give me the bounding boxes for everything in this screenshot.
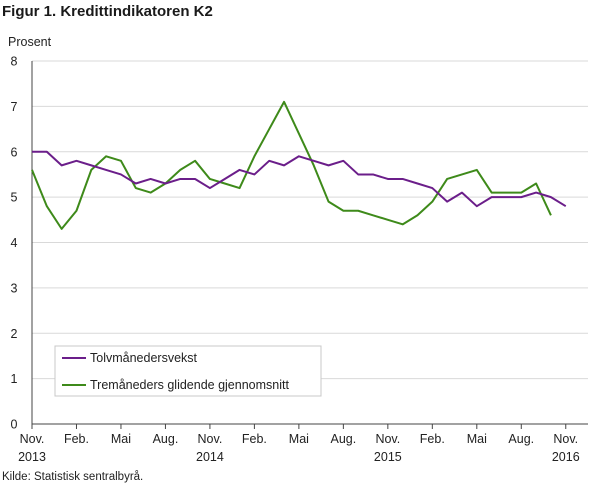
x-tick-label-2: Mai [111,432,131,446]
x-tick-label-9: Feb. [420,432,445,446]
y-tick-label-4: 4 [11,236,18,250]
x-tick-year-8: 2015 [374,450,402,464]
x-tick-label-11: Aug. [508,432,534,446]
y-tick-label-0: 0 [11,418,18,432]
x-tick-label-4: Nov. [198,432,223,446]
y-tick-label-5: 5 [11,191,18,205]
series-line-1 [32,150,567,208]
x-tick-year-4: 2014 [196,450,224,464]
y-tick-label-1: 1 [11,372,18,386]
x-tick-label-3: Aug. [153,432,179,446]
series-lines [31,100,567,230]
figure-title: Figur 1. Kredittindikatoren K2 [2,3,213,20]
series-line-2 [31,100,552,230]
x-tick-label-6: Mai [289,432,309,446]
y-tick-label-6: 6 [11,145,18,159]
x-tick-label-12: Nov. [553,432,578,446]
legend: Tolvmånedersvekst Tremåneders glidende g… [54,345,322,397]
gridlines [31,60,588,425]
x-tick-year-0: 2013 [18,450,46,464]
x-tick-year-12: 2016 [552,450,580,464]
y-tick-label-8: 8 [11,55,18,69]
legend-label-series-1: Tolvmånedersvekst [90,351,198,365]
y-tick-label-3: 3 [11,281,18,295]
x-tick-label-8: Nov. [375,432,400,446]
legend-box [54,345,322,397]
y-tick-label-7: 7 [11,100,18,114]
x-tick-label-7: Aug. [331,432,357,446]
x-tick-label-5: Feb. [242,432,267,446]
y-tick-label-2: 2 [11,327,18,341]
y-tick-labels: 0 1 2 3 4 5 6 7 8 [11,55,18,432]
source-note: Kilde: Statistisk sentralbyrå. [2,471,144,483]
legend-label-series-2: Tremåneders glidende gjennomsnitt [90,378,289,392]
x-tick-labels: Nov. 2013 Feb. Mai Aug. Nov. 2014 Feb. Mai Aug. No… [18,424,580,464]
x-tick-label-10: Mai [467,432,487,446]
x-tick-label-1: Feb. [64,432,89,446]
y-axis-unit-label: Prosent [8,35,52,49]
x-tick-label-0: Nov. [20,432,45,446]
